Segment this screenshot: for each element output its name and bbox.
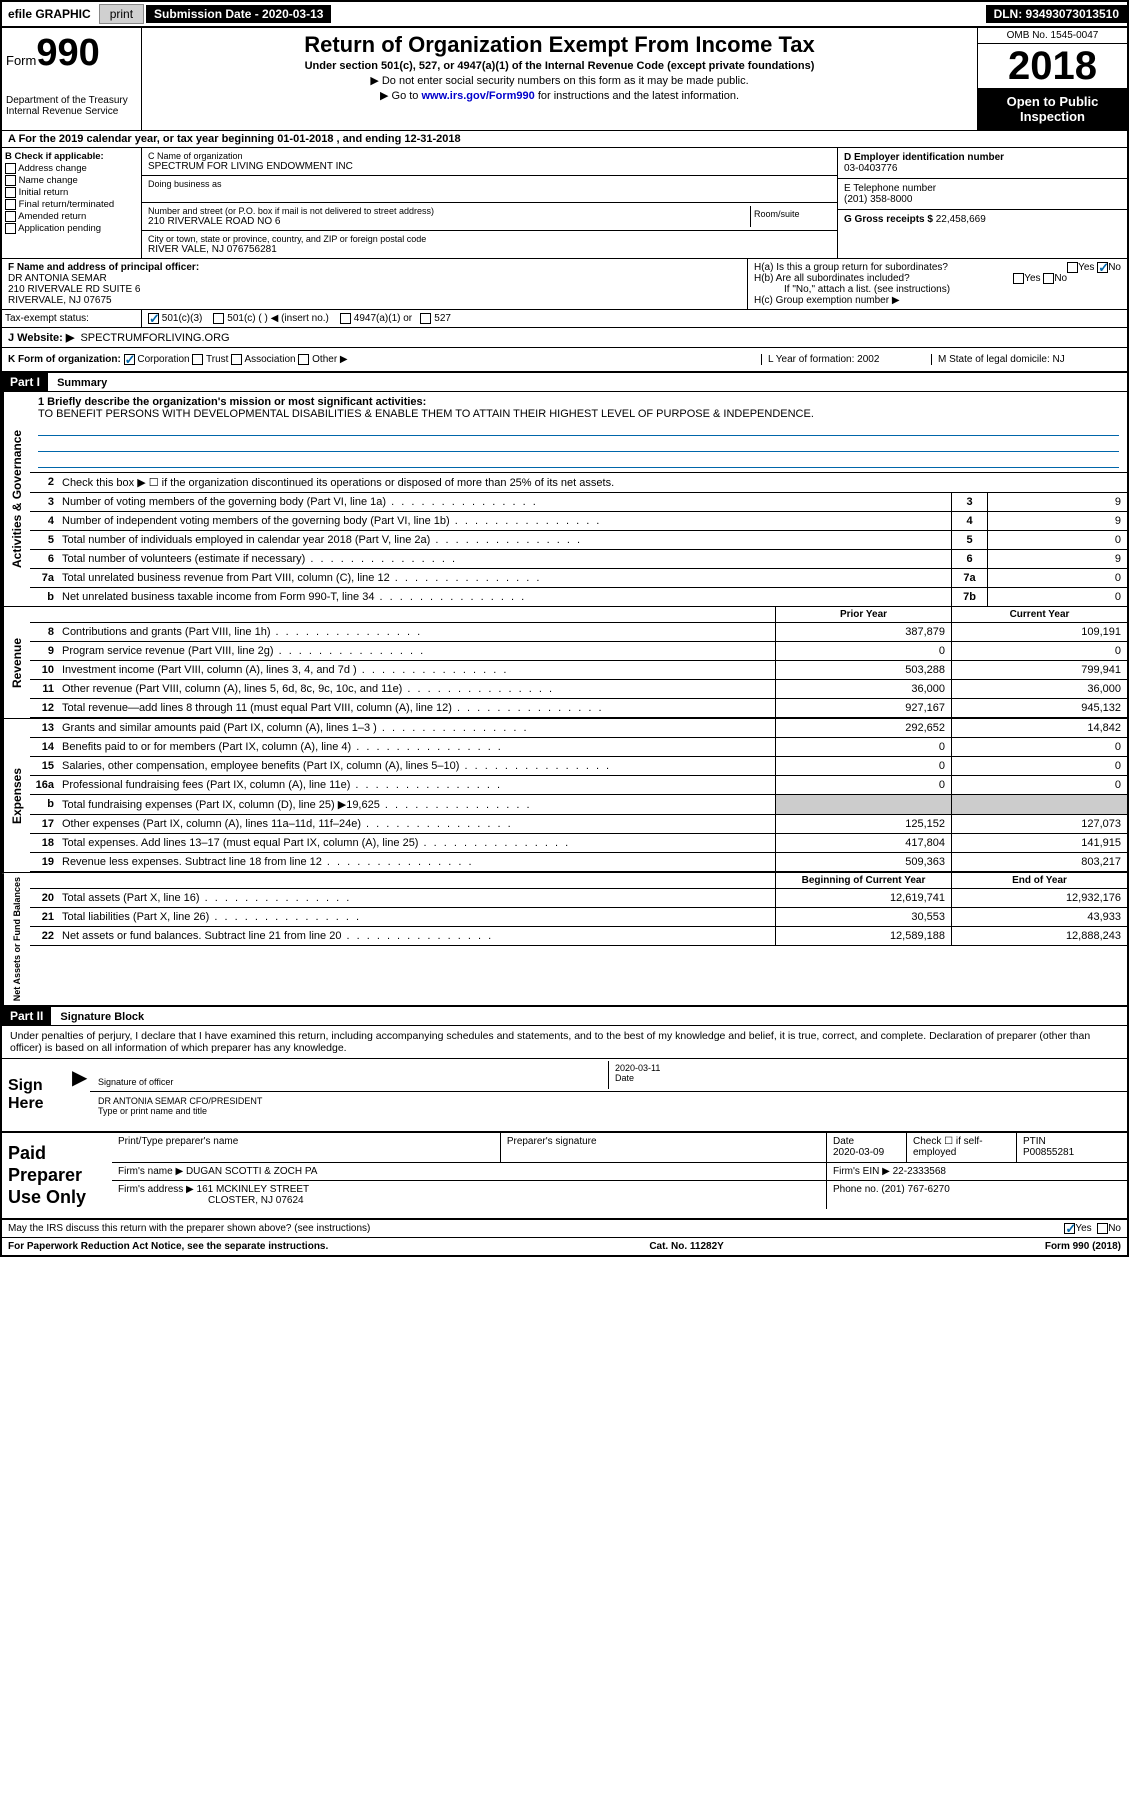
gross-receipts: 22,458,669 <box>936 214 986 225</box>
chk-final-return[interactable]: Final return/terminated <box>5 199 138 210</box>
ptin: P00855281 <box>1023 1147 1121 1158</box>
fin-line-18: 18Total expenses. Add lines 13–17 (must … <box>30 834 1127 853</box>
column-c: C Name of organization SPECTRUM FOR LIVI… <box>142 148 837 258</box>
chk-initial-return[interactable]: Initial return <box>5 187 138 198</box>
firm-name: DUGAN SCOTTI & ZOCH PA <box>186 1166 318 1177</box>
firm-phone: (201) 767-6270 <box>881 1184 949 1195</box>
sign-arrow-icon: ▶ <box>72 1059 90 1131</box>
paid-preparer-block: Paid Preparer Use Only Print/Type prepar… <box>2 1133 1127 1220</box>
submission-date: Submission Date - 2020-03-13 <box>146 5 331 23</box>
perjury-text: Under penalties of perjury, I declare th… <box>2 1026 1127 1059</box>
form-990-page: efile GRAPHIC print Submission Date - 20… <box>0 0 1129 1257</box>
mission-text: TO BENEFIT PERSONS WITH DEVELOPMENTAL DI… <box>38 408 1119 420</box>
firm-ein: 22-2333568 <box>893 1166 946 1177</box>
fin-line-16a: 16aProfessional fundraising fees (Part I… <box>30 776 1127 795</box>
fin-line-19: 19Revenue less expenses. Subtract line 1… <box>30 853 1127 872</box>
website-url[interactable]: SPECTRUMFORLIVING.ORG <box>80 332 229 344</box>
section-j: J Website: ▶ SPECTRUMFORLIVING.ORG <box>2 328 1127 348</box>
section-bcd: B Check if applicable: Address change Na… <box>2 148 1127 259</box>
year-formation: L Year of formation: 2002 <box>761 354 931 365</box>
gov-line-7a: 7aTotal unrelated business revenue from … <box>30 569 1127 588</box>
part-1: Part I Summary Activities & Governance 1… <box>2 373 1127 1007</box>
form-subtitle: Under section 501(c), 527, or 4947(a)(1)… <box>150 60 969 72</box>
telephone: (201) 358-8000 <box>844 194 1121 205</box>
prep-date: 2020-03-09 <box>833 1147 900 1158</box>
column-b: B Check if applicable: Address change Na… <box>2 148 142 258</box>
efile-label: efile GRAPHIC <box>2 5 97 23</box>
irs-link[interactable]: www.irs.gov/Form990 <box>421 90 534 102</box>
gov-line-b: bNet unrelated business taxable income f… <box>30 588 1127 606</box>
omb-number: OMB No. 1545-0047 <box>978 28 1127 44</box>
discuss-row: May the IRS discuss this return with the… <box>2 1220 1127 1238</box>
sign-here-block: Sign Here ▶ Signature of officer 2020-03… <box>2 1059 1127 1133</box>
dept-treasury: Department of the Treasury Internal Reve… <box>6 95 137 117</box>
instructions-line: ▶ Go to www.irs.gov/Form990 for instruct… <box>150 89 969 102</box>
section-h: H(a) Is this a group return for subordin… <box>747 259 1127 309</box>
state-domicile: M State of legal domicile: NJ <box>931 354 1121 365</box>
org-city: RIVER VALE, NJ 076756281 <box>148 244 831 255</box>
ssn-warning: ▶ Do not enter social security numbers o… <box>150 74 969 87</box>
top-bar: efile GRAPHIC print Submission Date - 20… <box>2 2 1127 28</box>
org-name: SPECTRUM FOR LIVING ENDOWMENT INC <box>148 161 831 172</box>
side-expenses: Expenses <box>2 719 30 872</box>
chk-app-pending[interactable]: Application pending <box>5 223 138 234</box>
tax-status: 501(c)(3) 501(c) ( ) ◀ (insert no.) 4947… <box>142 310 1127 327</box>
label-i: Tax-exempt status: <box>2 310 142 327</box>
fin-line-17: 17Other expenses (Part IX, column (A), l… <box>30 815 1127 834</box>
fin-line-21: 21Total liabilities (Part X, line 26)30,… <box>30 908 1127 927</box>
fin-line-14: 14Benefits paid to or for members (Part … <box>30 738 1127 757</box>
chk-name-change[interactable]: Name change <box>5 175 138 186</box>
fin-line-11: 11Other revenue (Part VIII, column (A), … <box>30 680 1127 699</box>
cat-no: Cat. No. 11282Y <box>649 1241 723 1252</box>
form-footer: Form 990 (2018) <box>1045 1241 1121 1252</box>
form-number: Form990 <box>6 32 137 75</box>
fin-line-12: 12Total revenue—add lines 8 through 11 (… <box>30 699 1127 718</box>
org-street: 210 RIVERVALE ROAD NO 6 <box>148 216 750 227</box>
fin-line-13: 13Grants and similar amounts paid (Part … <box>30 719 1127 738</box>
side-revenue: Revenue <box>2 607 30 718</box>
gov-line-3: 3Number of voting members of the governi… <box>30 493 1127 512</box>
print-button[interactable]: print <box>99 4 144 24</box>
fin-line-22: 22Net assets or fund balances. Subtract … <box>30 927 1127 946</box>
gov-line-5: 5Total number of individuals employed in… <box>30 531 1127 550</box>
tax-year: 2018 <box>978 44 1127 88</box>
fin-line-20: 20Total assets (Part X, line 16)12,619,7… <box>30 889 1127 908</box>
fin-line-9: 9Program service revenue (Part VIII, lin… <box>30 642 1127 661</box>
gov-line-4: 4Number of independent voting members of… <box>30 512 1127 531</box>
fin-line-10: 10Investment income (Part VIII, column (… <box>30 661 1127 680</box>
fin-line-b: bTotal fundraising expenses (Part IX, co… <box>30 795 1127 815</box>
form-header: Form990 Department of the Treasury Inter… <box>2 28 1127 131</box>
side-activities-governance: Activities & Governance <box>2 392 30 606</box>
sig-date: 2020-03-11 <box>615 1063 1119 1073</box>
ein: 03-0403776 <box>844 163 1121 174</box>
fin-line-15: 15Salaries, other compensation, employee… <box>30 757 1127 776</box>
officer-name: DR ANTONIA SEMAR CFO/PRESIDENT <box>98 1096 1119 1106</box>
section-k: K Form of organization: Corporation Trus… <box>8 354 761 365</box>
gov-line-6: 6Total number of volunteers (estimate if… <box>30 550 1127 569</box>
section-f: F Name and address of principal officer:… <box>2 259 747 309</box>
dln-number: DLN: 93493073013510 <box>986 5 1127 23</box>
column-deg: D Employer identification number 03-0403… <box>837 148 1127 258</box>
part-2: Part II Signature Block Under penalties … <box>2 1007 1127 1255</box>
chk-address-change[interactable]: Address change <box>5 163 138 174</box>
side-net-assets: Net Assets or Fund Balances <box>2 873 30 1005</box>
paperwork-notice: For Paperwork Reduction Act Notice, see … <box>8 1241 328 1252</box>
public-inspection: Open to Public Inspection <box>978 88 1127 130</box>
form-title: Return of Organization Exempt From Incom… <box>150 32 969 58</box>
chk-amended[interactable]: Amended return <box>5 211 138 222</box>
period-row: A For the 2019 calendar year, or tax yea… <box>2 131 1127 148</box>
fin-line-8: 8Contributions and grants (Part VIII, li… <box>30 623 1127 642</box>
